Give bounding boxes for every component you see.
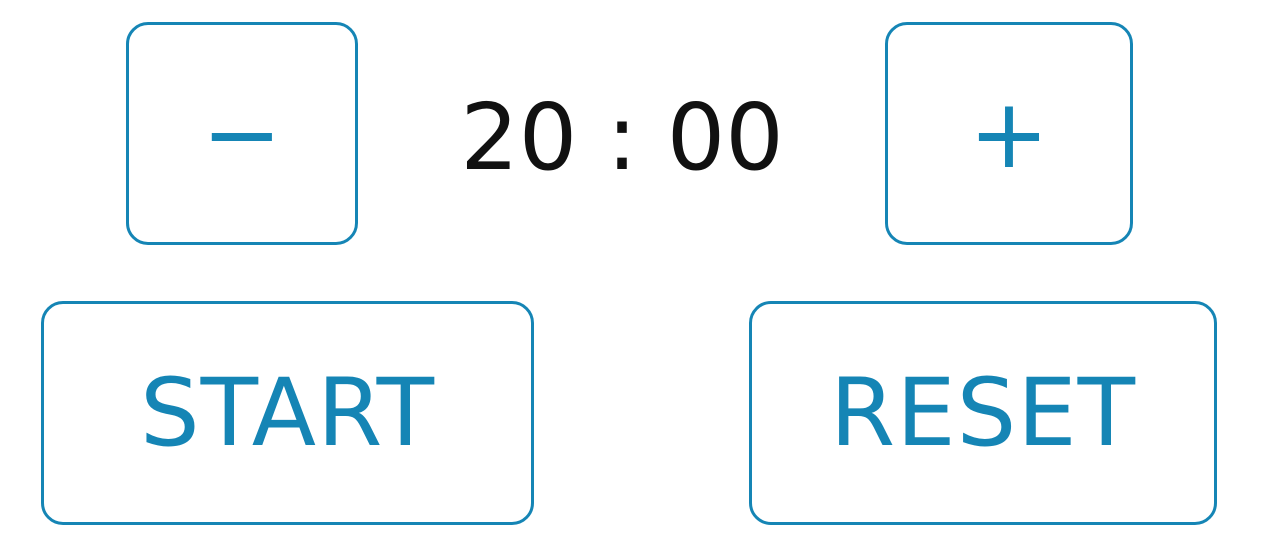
increment-button[interactable]: + — [885, 22, 1133, 245]
reset-button[interactable]: RESET — [749, 301, 1217, 525]
decrement-button[interactable]: − — [126, 22, 358, 245]
start-button[interactable]: START — [41, 301, 534, 525]
plus-icon: + — [968, 77, 1050, 190]
timer-display: 20 : 00 — [460, 83, 784, 191]
reset-button-label: RESET — [829, 358, 1137, 468]
minus-icon: − — [201, 77, 283, 190]
start-button-label: START — [140, 358, 435, 468]
